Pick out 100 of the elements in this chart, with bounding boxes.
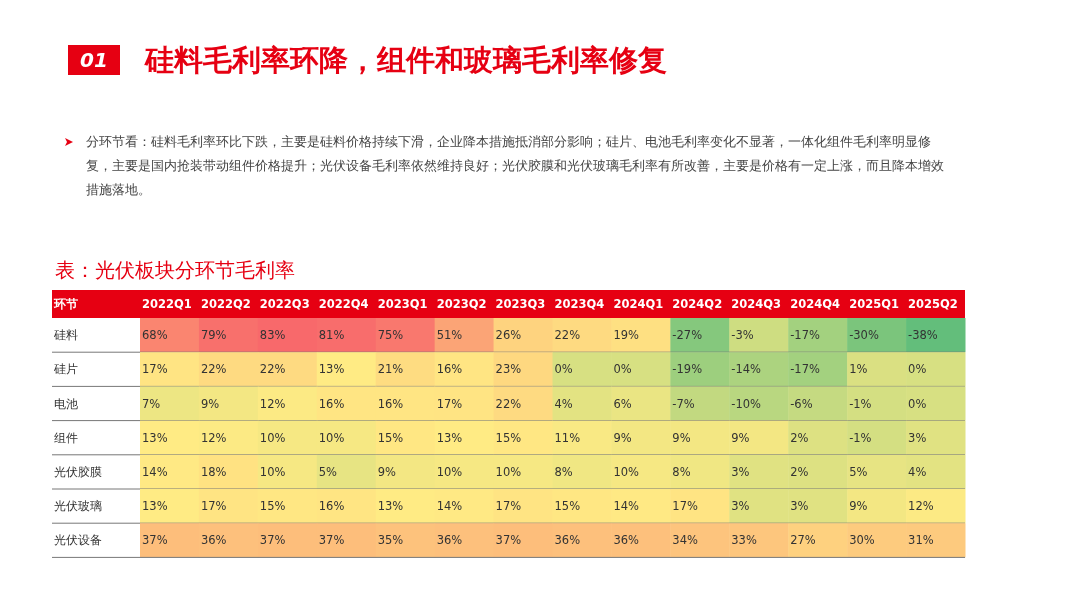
data-label: 4% — [908, 464, 927, 479]
data-label: 27% — [790, 533, 816, 548]
data-label: 14% — [142, 464, 168, 479]
data-label: 75% — [377, 328, 404, 343]
data-label: 13% — [436, 430, 463, 445]
data-label: 83% — [259, 328, 286, 343]
x-tick-label: 2024Q3 — [731, 297, 782, 311]
data-label: 36% — [613, 533, 640, 548]
data-label: 0% — [554, 362, 573, 377]
data-label: 9% — [731, 430, 750, 445]
data-label: 37% — [318, 533, 345, 548]
y-tick-label: 硅料 — [53, 328, 78, 343]
data-label: 15% — [495, 430, 522, 445]
data-label: 37% — [142, 533, 168, 548]
data-label: 9% — [849, 499, 868, 514]
data-label: 33% — [731, 533, 757, 548]
data-label: 5% — [318, 464, 338, 479]
data-label: 30% — [849, 533, 875, 548]
data-label: -27% — [672, 328, 703, 343]
data-label: 16% — [436, 362, 463, 377]
data-label: 17% — [672, 499, 698, 514]
data-label: 9% — [200, 396, 220, 411]
x-tick-label: 2025Q1 — [849, 297, 899, 311]
data-label: 51% — [436, 328, 463, 343]
x-tick-label: 2024Q1 — [613, 297, 664, 311]
data-label: 22% — [259, 362, 286, 377]
data-label: 4% — [554, 396, 573, 411]
data-label: -3% — [731, 328, 754, 343]
y-tick-label: 硅片 — [53, 362, 78, 377]
data-label: 0% — [908, 362, 927, 377]
data-label: 13% — [377, 499, 404, 514]
data-label: 34% — [672, 533, 698, 548]
x-tick-label: 2022Q4 — [318, 297, 369, 311]
data-label: 10% — [259, 430, 286, 445]
chart-subtitle: 分环节看：硅料毛利率环比下跌，主要是硅料价格持续下滑，企业降本措施抵消部分影响；硅片、电池毛利率变化不显著，一体化组件毛利率明显修复，主要是国内抢装带动组件价格提升；光伏设备毛利率依然维持良好；光伏胶膜和光伏玻璃毛利率有所改善，主要是价格有一定上涨，而且降本增效措施落地。 — [86, 133, 945, 199]
data-label: -1% — [849, 396, 872, 411]
x-tick-label: 2023Q2 — [436, 297, 487, 311]
data-label: 3% — [731, 499, 750, 514]
data-label: 36% — [200, 533, 227, 548]
data-label: 0% — [613, 362, 632, 377]
x-tick-label: 2022Q1 — [142, 297, 192, 311]
x-tick-label: 2023Q3 — [495, 297, 546, 311]
x-tick-label: 2024Q2 — [672, 297, 723, 311]
data-label: 0% — [908, 396, 927, 411]
data-label: 9% — [672, 430, 691, 445]
y-tick-label: 组件 — [54, 430, 78, 445]
text: 01 — [68, 45, 120, 75]
data-label: 10% — [318, 430, 345, 445]
data-label: 15% — [554, 499, 581, 514]
data-label: 5% — [849, 464, 868, 479]
x-tick-label: 2022Q3 — [259, 297, 310, 311]
data-label: 13% — [142, 430, 168, 445]
data-label: -7% — [672, 396, 695, 411]
x-tick-label: 2024Q4 — [790, 297, 841, 311]
y-tick-label: 电池 — [54, 396, 78, 411]
data-label: 17% — [200, 499, 227, 514]
data-label: 9% — [613, 430, 632, 445]
data-label: 22% — [200, 362, 227, 377]
data-label: 9% — [377, 464, 397, 479]
data-label: 21% — [377, 362, 404, 377]
data-label: 17% — [436, 396, 463, 411]
data-label: 12% — [908, 499, 934, 514]
data-label: 81% — [318, 328, 345, 343]
data-label: -17% — [790, 362, 820, 377]
data-label: 16% — [318, 499, 345, 514]
data-label: 22% — [495, 396, 522, 411]
data-label: 16% — [377, 396, 404, 411]
data-label: 22% — [554, 328, 581, 343]
chart-title: 硅料毛利率环降，组件和玻璃毛利率修复 — [145, 42, 667, 79]
data-label: 8% — [554, 464, 573, 479]
data-label: 7% — [142, 396, 161, 411]
data-label: -30% — [849, 328, 879, 343]
data-label: 3% — [790, 499, 809, 514]
data-label: 3% — [908, 430, 927, 445]
y-tick-label: 光伏胶膜 — [54, 464, 102, 479]
data-label: -38% — [908, 328, 938, 343]
data-label: 10% — [259, 464, 286, 479]
data-label: 2% — [790, 464, 809, 479]
data-label: 2% — [790, 430, 809, 445]
data-label: 10% — [495, 464, 522, 479]
data-label: 6% — [613, 396, 632, 411]
data-label: 13% — [318, 362, 345, 377]
data-label: -14% — [731, 362, 762, 377]
data-label: 15% — [259, 499, 286, 514]
data-label: 68% — [142, 328, 168, 343]
data-label: 36% — [554, 533, 581, 548]
data-label: 13% — [142, 499, 168, 514]
y-tick-label: 光伏设备 — [54, 533, 102, 548]
data-label: 23% — [495, 362, 522, 377]
data-label: 11% — [554, 430, 581, 445]
data-label: 14% — [613, 499, 640, 514]
data-label: -1% — [849, 430, 872, 445]
data-label: 10% — [613, 464, 640, 479]
data-label: 18% — [200, 464, 227, 479]
data-label: 17% — [495, 499, 522, 514]
data-label: 3% — [731, 464, 750, 479]
data-label: 16% — [318, 396, 345, 411]
data-label: -17% — [790, 328, 820, 343]
data-label: -6% — [790, 396, 813, 411]
x-tick-label: 2025Q2 — [908, 297, 958, 311]
